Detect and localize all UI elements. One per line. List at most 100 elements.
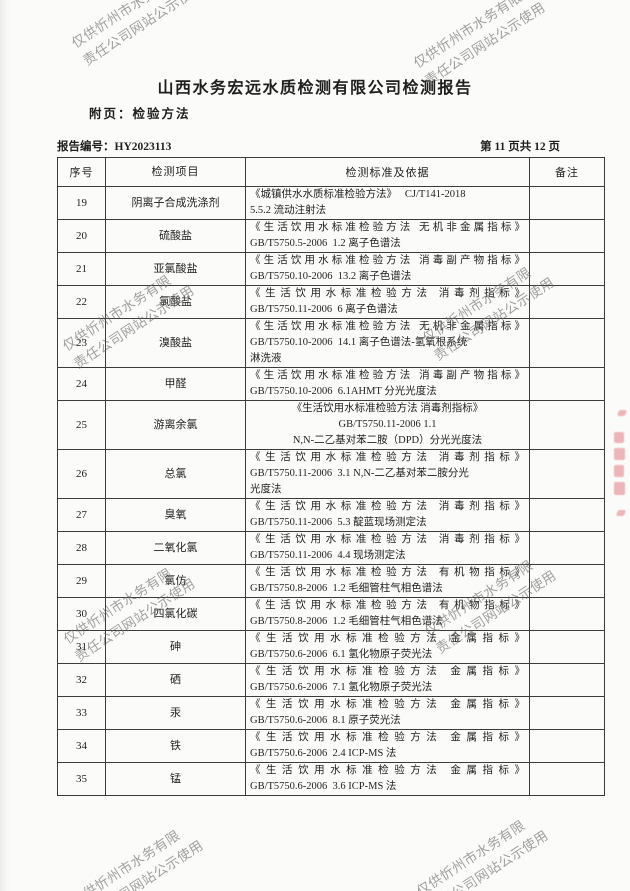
table-row: 34 铁 《生活饮用水标准检验方法 金属指标》 GB/T5750.6-2006 … — [57, 729, 605, 763]
row-item: 氯仿 — [105, 564, 246, 598]
row-remark — [529, 663, 605, 697]
table-row: 20 硫酸盐 《生活饮用水标准检验方法 无机非金属指标》 GB/T5750.5-… — [57, 219, 605, 253]
table-row: 21 亚氯酸盐 《生活饮用水标准检验方法 消毒副产物指标》 GB/T5750.1… — [57, 252, 605, 286]
row-item: 硫酸盐 — [105, 219, 246, 253]
page-indicator: 第 11 页共 12 页 — [480, 141, 560, 153]
table-row: 24 甲醛 《生活饮用水标准检验方法 消毒副产物指标》 GB/T5750.10-… — [57, 367, 605, 401]
row-no: 21 — [57, 252, 106, 286]
row-no: 20 — [57, 219, 106, 253]
table-row: 32 硒 《生活饮用水标准检验方法 金属指标》 GB/T5750.6-2006 … — [57, 663, 605, 697]
row-no: 25 — [57, 400, 106, 450]
col-header-no: 序号 — [57, 157, 106, 187]
row-item: 游离余氯 — [105, 400, 246, 450]
row-no: 19 — [57, 186, 106, 220]
row-standard: 《生活饮用水标准检验方法 消毒副产物指标》 GB/T5750.10-2006 1… — [245, 252, 530, 286]
row-remark — [529, 449, 605, 499]
row-item: 硒 — [105, 663, 246, 697]
row-standard: 《生活饮用水标准检验方法 消毒剂指标》 GB/T5750.11-2006 1.1… — [245, 400, 530, 450]
row-remark — [529, 400, 605, 450]
table-row: 35 锰 《生活饮用水标准检验方法 金属指标》 GB/T5750.6-2006 … — [57, 762, 605, 796]
row-standard: 《生活饮用水标准检验方法 金属指标》 GB/T5750.6-2006 3.6 I… — [245, 762, 530, 796]
row-standard: 《生活饮用水标准检验方法 消毒副产物指标》 GB/T5750.10-2006 6… — [245, 367, 530, 401]
row-item: 氯酸盐 — [105, 285, 246, 319]
watermark: 仅供忻州市水务有限 责任公司网站公示使用 — [68, 0, 206, 69]
row-standard: 《城镇供水水质标准检验方法》 CJ/T141-2018 5.5.2 流动注射法 — [245, 186, 530, 220]
row-remark — [529, 219, 605, 253]
col-header-item: 检测项目 — [105, 157, 246, 187]
table-row: 23 溴酸盐 《生活饮用水标准检验方法 无机非金属指标》 GB/T5750.10… — [57, 318, 605, 368]
row-remark — [529, 597, 605, 631]
row-item: 四氯化碳 — [105, 597, 246, 631]
watermark: 仅供忻州市水务有限 责任公司网站公示使用 — [68, 827, 206, 891]
row-no: 27 — [57, 498, 106, 532]
table-row: 33 汞 《生活饮用水标准检验方法 金属指标》 GB/T5750.6-2006 … — [57, 696, 605, 730]
row-standard: 《生活饮用水标准检验方法 无机非金属指标》 GB/T5750.5-2006 1.… — [245, 219, 530, 253]
report-meta-row: 报告编号：HY2023113 第 11 页共 12 页 — [57, 138, 560, 154]
table-row: 30 四氯化碳 《生活饮用水标准检验方法 有机物指标》 GB/T5750.8-2… — [57, 597, 605, 631]
row-item: 阴离子合成洗涤剂 — [105, 186, 246, 220]
row-remark — [529, 252, 605, 286]
watermark: 仅供忻州市水务有限 责任公司网站公示使用 — [413, 817, 551, 891]
col-header-standard: 检测标准及依据 — [245, 157, 530, 187]
row-item: 锰 — [105, 762, 246, 796]
row-remark — [529, 186, 605, 220]
report-number: 报告编号：HY2023113 — [57, 141, 172, 153]
appendix-subtitle: 附页：检验方法 — [89, 107, 191, 121]
table-header-row: 序号 检测项目 检测标准及依据 备注 — [57, 157, 605, 187]
row-remark — [529, 498, 605, 532]
row-remark — [529, 696, 605, 730]
row-no: 32 — [57, 663, 106, 697]
table-row: 31 砷 《生活饮用水标准检验方法 金属指标》 GB/T5750.6-2006 … — [57, 630, 605, 664]
table-row: 25 游离余氯 《生活饮用水标准检验方法 消毒剂指标》 GB/T5750.11-… — [57, 400, 605, 450]
row-no: 30 — [57, 597, 106, 631]
row-remark — [529, 318, 605, 368]
row-remark — [529, 729, 605, 763]
row-remark — [529, 762, 605, 796]
row-no: 23 — [57, 318, 106, 368]
row-item: 二氧化氯 — [105, 531, 246, 565]
row-item: 甲醛 — [105, 367, 246, 401]
row-item: 砷 — [105, 630, 246, 664]
row-remark — [529, 531, 605, 565]
table-row: 22 氯酸盐 《生活饮用水标准检验方法 消毒剂指标》 GB/T5750.11-2… — [57, 285, 605, 319]
row-standard: 《生活饮用水标准检验方法 有机物指标》 GB/T5750.8-2006 1.2 … — [245, 597, 530, 631]
row-item: 铁 — [105, 729, 246, 763]
row-remark — [529, 367, 605, 401]
row-standard: 《生活饮用水标准检验方法 有机物指标》 GB/T5750.8-2006 1.2 … — [245, 564, 530, 598]
row-standard: 《生活饮用水标准检验方法 消毒剂指标》 GB/T5750.11-2006 6 离… — [245, 285, 530, 319]
col-header-remark: 备注 — [529, 157, 605, 187]
row-no: 33 — [57, 696, 106, 730]
row-standard: 《生活饮用水标准检验方法 消毒剂指标》 GB/T5750.11-2006 4.4… — [245, 531, 530, 565]
row-no: 22 — [57, 285, 106, 319]
row-item: 溴酸盐 — [105, 318, 246, 368]
row-no: 26 — [57, 449, 106, 499]
methods-table: 序号 检测项目 检测标准及依据 备注 19 阴离子合成洗涤剂 《城镇供水水质标准… — [57, 157, 605, 796]
row-remark — [529, 564, 605, 598]
row-no: 34 — [57, 729, 106, 763]
row-item: 总氯 — [105, 449, 246, 499]
table-row: 26 总氯 《生活饮用水标准检验方法 消毒剂指标》 GB/T5750.11-20… — [57, 449, 605, 499]
row-item: 亚氯酸盐 — [105, 252, 246, 286]
row-no: 29 — [57, 564, 106, 598]
red-seal-fragment-icon — [604, 410, 628, 522]
row-standard: 《生活饮用水标准检验方法 无机非金属指标》 GB/T5750.10-2006 1… — [245, 318, 530, 368]
row-item: 汞 — [105, 696, 246, 730]
row-standard: 《生活饮用水标准检验方法 金属指标》 GB/T5750.6-2006 7.1 氢… — [245, 663, 530, 697]
page-title: 山西水务宏远水质检测有限公司检测报告 — [157, 80, 473, 97]
row-standard: 《生活饮用水标准检验方法 消毒剂指标》 GB/T5750.11-2006 3.1… — [245, 449, 530, 499]
row-standard: 《生活饮用水标准检验方法 金属指标》 GB/T5750.6-2006 6.1 氢… — [245, 630, 530, 664]
row-no: 31 — [57, 630, 106, 664]
row-no: 35 — [57, 762, 106, 796]
row-remark — [529, 630, 605, 664]
row-standard: 《生活饮用水标准检验方法 金属指标》 GB/T5750.6-2006 8.1 原… — [245, 696, 530, 730]
row-remark — [529, 285, 605, 319]
row-standard: 《生活饮用水标准检验方法 消毒剂指标》 GB/T5750.11-2006 5.3… — [245, 498, 530, 532]
row-item: 臭氧 — [105, 498, 246, 532]
table-row: 19 阴离子合成洗涤剂 《城镇供水水质标准检验方法》 CJ/T141-2018 … — [57, 186, 605, 220]
table-row: 27 臭氧 《生活饮用水标准检验方法 消毒剂指标》 GB/T5750.11-20… — [57, 498, 605, 532]
row-no: 28 — [57, 531, 106, 565]
table-row: 29 氯仿 《生活饮用水标准检验方法 有机物指标》 GB/T5750.8-200… — [57, 564, 605, 598]
table-row: 28 二氧化氯 《生活饮用水标准检验方法 消毒剂指标》 GB/T5750.11-… — [57, 531, 605, 565]
row-no: 24 — [57, 367, 106, 401]
